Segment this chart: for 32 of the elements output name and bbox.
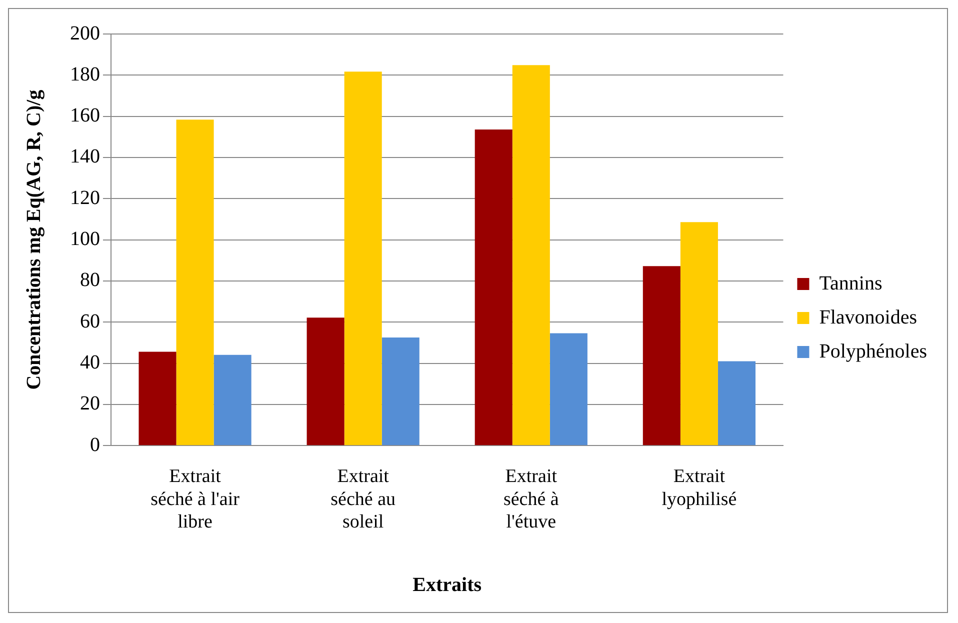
y-tick-label: 0 xyxy=(90,434,100,456)
bar xyxy=(718,361,756,446)
legend-label: Flavonoides xyxy=(819,306,918,328)
y-tick-label: 200 xyxy=(70,22,100,44)
y-tick-label: 120 xyxy=(70,186,100,209)
y-tick-label: 160 xyxy=(70,104,100,127)
bar xyxy=(306,318,344,446)
legend-label: Polyphénoles xyxy=(819,340,928,362)
y-tick-label: 40 xyxy=(80,352,100,374)
x-axis-title: Extraits xyxy=(412,574,482,596)
x-tick-label: Extrait lyophilisé xyxy=(662,466,737,510)
bar xyxy=(176,120,214,446)
bar xyxy=(512,65,550,446)
y-tick-label: 20 xyxy=(80,392,100,415)
bar xyxy=(680,222,718,446)
y-tick-label: 100 xyxy=(70,228,100,250)
bar xyxy=(214,354,252,446)
bar xyxy=(642,266,680,446)
bar xyxy=(382,338,420,446)
legend-label: Tannins xyxy=(819,272,882,294)
y-tick-label: 180 xyxy=(70,63,100,86)
y-tick-label: 60 xyxy=(80,310,100,332)
y-tick-label: 140 xyxy=(70,146,100,168)
x-tick-label: Extrait séché à l'étuve xyxy=(503,466,560,533)
bar xyxy=(550,333,588,446)
bar xyxy=(344,72,382,446)
y-tick-label: 80 xyxy=(80,269,100,292)
bar xyxy=(138,352,176,446)
x-tick-label: Extrait séché au soleil xyxy=(330,466,396,533)
y-axis-title: Concentrations mg Eq(AG, R, C)/g xyxy=(23,90,46,390)
x-tick-label: Extrait séché à l'air libre xyxy=(150,466,240,533)
bar xyxy=(474,129,512,446)
